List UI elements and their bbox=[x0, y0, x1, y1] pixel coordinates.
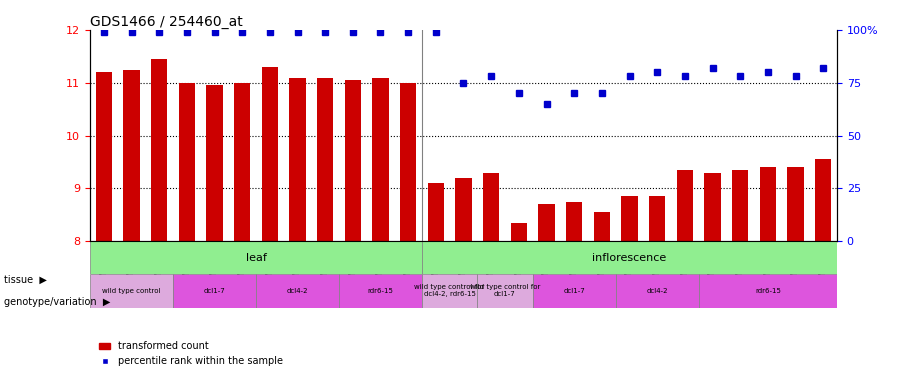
Bar bbox=[178, 83, 195, 241]
FancyBboxPatch shape bbox=[90, 241, 422, 274]
Bar bbox=[234, 83, 250, 241]
Text: leaf: leaf bbox=[246, 253, 266, 263]
Bar bbox=[151, 59, 167, 241]
Bar bbox=[345, 80, 361, 241]
Bar bbox=[788, 167, 804, 241]
Text: rdr6-15: rdr6-15 bbox=[367, 288, 393, 294]
Bar bbox=[760, 167, 776, 241]
Bar bbox=[428, 183, 444, 241]
FancyBboxPatch shape bbox=[698, 274, 837, 308]
Bar bbox=[704, 172, 721, 241]
Bar bbox=[621, 196, 638, 241]
Bar bbox=[510, 223, 527, 241]
Bar bbox=[732, 170, 749, 241]
Bar bbox=[538, 204, 554, 241]
Bar bbox=[649, 196, 665, 241]
FancyBboxPatch shape bbox=[422, 241, 837, 274]
Text: wild type control: wild type control bbox=[103, 288, 161, 294]
Legend: transformed count, percentile rank within the sample: transformed count, percentile rank withi… bbox=[94, 338, 287, 370]
Bar bbox=[455, 178, 472, 241]
Bar bbox=[373, 78, 389, 241]
Bar bbox=[317, 78, 334, 241]
Text: dcl4-2: dcl4-2 bbox=[646, 288, 668, 294]
Bar bbox=[95, 72, 112, 241]
Text: rdr6-15: rdr6-15 bbox=[755, 288, 781, 294]
Bar bbox=[593, 212, 610, 241]
Bar bbox=[206, 86, 223, 241]
Text: genotype/variation  ▶: genotype/variation ▶ bbox=[4, 297, 111, 307]
Bar bbox=[262, 67, 278, 241]
Text: dcl1-7: dcl1-7 bbox=[563, 288, 585, 294]
Text: wild type control for
dcl4-2, rdr6-15: wild type control for dcl4-2, rdr6-15 bbox=[415, 284, 485, 297]
Text: dcl1-7: dcl1-7 bbox=[203, 288, 225, 294]
FancyBboxPatch shape bbox=[477, 274, 533, 308]
FancyBboxPatch shape bbox=[173, 274, 256, 308]
Bar bbox=[814, 159, 832, 241]
Text: wild type control for
dcl1-7: wild type control for dcl1-7 bbox=[470, 284, 540, 297]
Bar bbox=[289, 78, 306, 241]
Text: dcl4-2: dcl4-2 bbox=[287, 288, 308, 294]
Bar bbox=[566, 201, 582, 241]
FancyBboxPatch shape bbox=[533, 274, 616, 308]
Bar bbox=[400, 83, 417, 241]
FancyBboxPatch shape bbox=[616, 274, 698, 308]
FancyBboxPatch shape bbox=[90, 274, 173, 308]
Text: inflorescence: inflorescence bbox=[592, 253, 667, 263]
Bar bbox=[123, 70, 140, 241]
FancyBboxPatch shape bbox=[422, 274, 477, 308]
Bar bbox=[483, 172, 500, 241]
Text: GDS1466 / 254460_at: GDS1466 / 254460_at bbox=[90, 15, 243, 29]
Text: tissue  ▶: tissue ▶ bbox=[4, 274, 48, 284]
Bar bbox=[677, 170, 693, 241]
FancyBboxPatch shape bbox=[256, 274, 339, 308]
FancyBboxPatch shape bbox=[339, 274, 422, 308]
